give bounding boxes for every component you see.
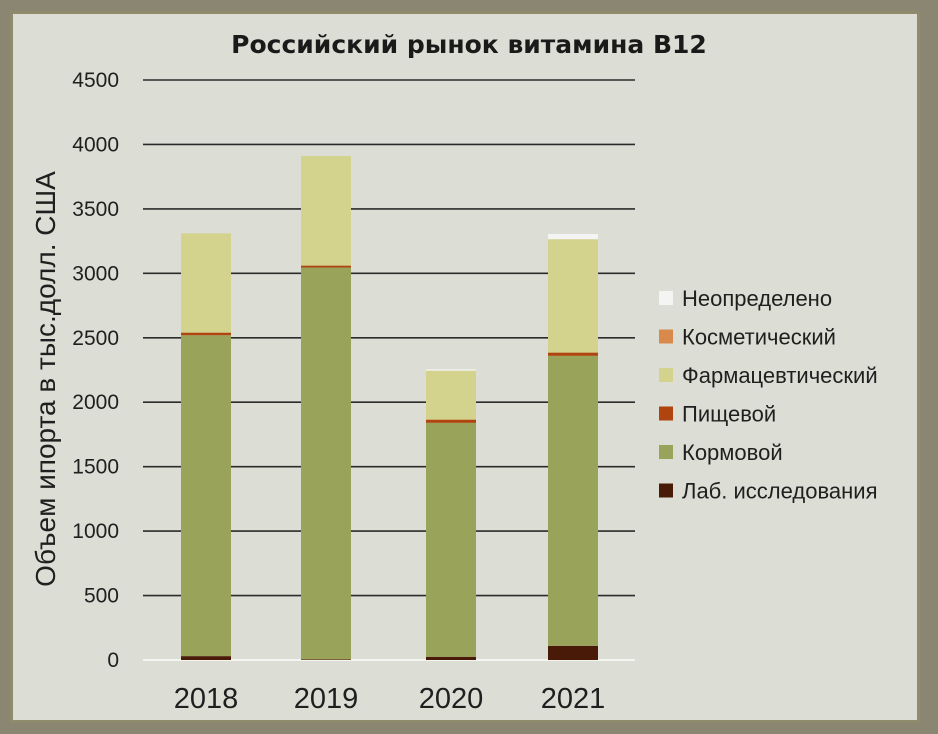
legend-swatch: [659, 445, 673, 459]
y-tick-label: 2500: [72, 327, 119, 350]
x-tick-label: 2018: [174, 683, 239, 715]
legend-label: Неопределено: [682, 286, 832, 311]
legend-swatch: [659, 291, 673, 305]
y-tick-label: 500: [84, 585, 119, 608]
bar-segment: [548, 352, 598, 356]
legend-label: Фармацевтический: [682, 363, 878, 388]
chart-title: Российский рынок витамина B12: [231, 30, 707, 59]
legend-label: Косметический: [682, 325, 836, 350]
legend-label: Лаб. исследования: [682, 479, 877, 504]
y-axis-ticks: 0 500 1000 1500 2000 2500 3000 3500 4000 4500: [72, 69, 119, 672]
legend-swatch: [659, 483, 673, 498]
bar-segment: [301, 156, 351, 266]
x-axis-ticks: 2018 2019 2020 2021: [174, 683, 606, 715]
bar-segment: [181, 332, 231, 336]
y-tick-label: 4000: [72, 133, 119, 156]
bar-segment: [181, 233, 231, 333]
y-tick-label: 2000: [72, 391, 119, 414]
y-tick-label: 4500: [72, 69, 119, 92]
bar-segment: [426, 422, 476, 657]
chart: Российский рынок витамина B12 Объем ипор…: [30, 30, 878, 715]
bar-segment: [426, 656, 476, 660]
y-tick-label: 1000: [72, 520, 119, 543]
x-tick-label: 2021: [541, 683, 606, 715]
x-tick-label: 2019: [294, 683, 359, 715]
y-tick-label: 3500: [72, 198, 119, 221]
bars: [181, 156, 598, 660]
y-tick-label: 3000: [72, 262, 119, 285]
bar-segment: [301, 659, 351, 660]
legend-swatch: [659, 368, 673, 382]
y-tick-label: 1500: [72, 456, 119, 479]
legend-swatch: [659, 329, 673, 344]
bar-segment: [548, 355, 598, 646]
y-tick-label: 0: [107, 649, 119, 672]
bar-segment: [548, 645, 598, 660]
y-axis-label: Объем ипорта в тыс.долл. США: [30, 171, 61, 587]
bar-segment: [181, 656, 231, 660]
bar-segment: [301, 265, 351, 268]
bar-segment: [548, 239, 598, 353]
legend-label: Кормовой: [682, 440, 783, 465]
bar-segment: [181, 335, 231, 657]
legend-swatch: [659, 406, 673, 421]
bar-segment: [301, 267, 351, 660]
bar-segment: [426, 370, 476, 420]
legend-label: Пищевой: [682, 402, 776, 427]
bar-segment: [548, 234, 598, 240]
legend: Неопределено Косметический Фармацевтически…: [659, 286, 878, 504]
bar-segment: [426, 419, 476, 423]
chart-frame: Российский рынок витамина B12 Объем ипор…: [10, 11, 920, 723]
bar-segment: [426, 369, 476, 371]
x-tick-label: 2020: [419, 683, 484, 715]
